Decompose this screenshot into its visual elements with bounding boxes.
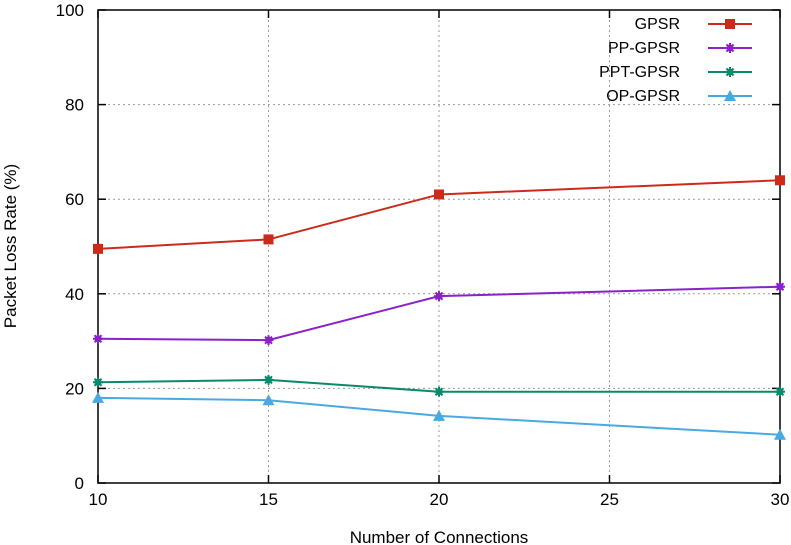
x-tick-label: 25 bbox=[600, 490, 619, 509]
data-point-ppt-gpsr-spoke bbox=[775, 387, 785, 396]
data-point-ppt-gpsr bbox=[775, 386, 785, 397]
data-point-gpsr bbox=[434, 189, 444, 200]
y-tick-label: 100 bbox=[56, 1, 84, 20]
series-gpsr bbox=[93, 175, 785, 254]
data-point-gpsr bbox=[263, 234, 274, 245]
data-point-pp-gpsr bbox=[93, 333, 103, 344]
series-group bbox=[92, 175, 786, 440]
series-ppt-gpsr bbox=[93, 374, 785, 397]
data-point-op-gpsr bbox=[433, 409, 445, 421]
legend-marker-ppt-gpsr-spoke bbox=[725, 67, 735, 77]
data-point-pp-gpsr bbox=[434, 291, 444, 302]
x-tick-label: 20 bbox=[430, 490, 449, 509]
legend-marker-gpsr bbox=[725, 19, 735, 29]
legend-label-pp-gpsr: PP-GPSR bbox=[608, 40, 680, 57]
x-tick-label: 15 bbox=[259, 490, 278, 509]
data-point-op-gpsr bbox=[262, 394, 275, 406]
data-point-ppt-gpsr bbox=[263, 374, 274, 385]
data-point-op-gpsr bbox=[92, 391, 104, 403]
data-point-pp-gpsr bbox=[775, 281, 785, 292]
y-tick-label: 40 bbox=[65, 285, 84, 304]
x-tick-label: 30 bbox=[771, 490, 790, 509]
legend-marker-op-gpsr bbox=[724, 90, 736, 101]
legend-marker-pp-gpsr bbox=[725, 43, 735, 53]
y-tick-label: 80 bbox=[65, 96, 84, 115]
data-point-ppt-gpsr bbox=[93, 377, 103, 388]
x-tick-label: 10 bbox=[89, 490, 108, 509]
y-axis-label: Packet Loss Rate (%) bbox=[1, 164, 20, 328]
y-tick-label: 60 bbox=[65, 190, 84, 209]
data-point-ppt-gpsr-spoke bbox=[264, 375, 273, 385]
data-point-ppt-gpsr-spoke bbox=[434, 387, 444, 396]
data-point-gpsr bbox=[775, 175, 785, 186]
axis-ticks: 10 15 20 25 30 0 20 40 60 80 100 bbox=[56, 1, 790, 509]
data-point-ppt-gpsr bbox=[434, 386, 444, 397]
data-point-pp-gpsr-spoke bbox=[434, 291, 444, 301]
data-point-ppt-gpsr-spoke bbox=[93, 378, 103, 387]
series-op-gpsr bbox=[92, 391, 786, 440]
data-point-op-gpsr bbox=[774, 428, 786, 440]
legend-marker-pp-gpsr-spoke bbox=[725, 43, 735, 53]
data-point-pp-gpsr-spoke bbox=[775, 282, 785, 291]
data-point-gpsr bbox=[93, 243, 103, 254]
series-line-ppt-gpsr bbox=[97, 378, 780, 393]
legend-label-ppt-gpsr: PPT-GPSR bbox=[599, 64, 680, 81]
series-line-pp-gpsr bbox=[97, 285, 781, 342]
data-point-pp-gpsr-spoke bbox=[93, 334, 103, 343]
legend-marker-ppt-gpsr bbox=[725, 67, 735, 77]
x-axis-label: Number of Connections bbox=[350, 528, 529, 545]
series-line-gpsr bbox=[97, 179, 781, 250]
data-point-pp-gpsr-spoke bbox=[264, 335, 273, 345]
legend: GPSR PP-GPSR PPT-GPSR OP-GPSR bbox=[599, 16, 752, 105]
data-point-pp-gpsr bbox=[263, 335, 274, 346]
series-pp-gpsr bbox=[93, 281, 785, 346]
y-tick-label: 0 bbox=[75, 474, 84, 493]
legend-label-op-gpsr: OP-GPSR bbox=[606, 88, 680, 105]
series-line-op-gpsr bbox=[97, 396, 781, 436]
legend-label-gpsr: GPSR bbox=[635, 16, 680, 33]
y-tick-label: 20 bbox=[65, 379, 84, 398]
